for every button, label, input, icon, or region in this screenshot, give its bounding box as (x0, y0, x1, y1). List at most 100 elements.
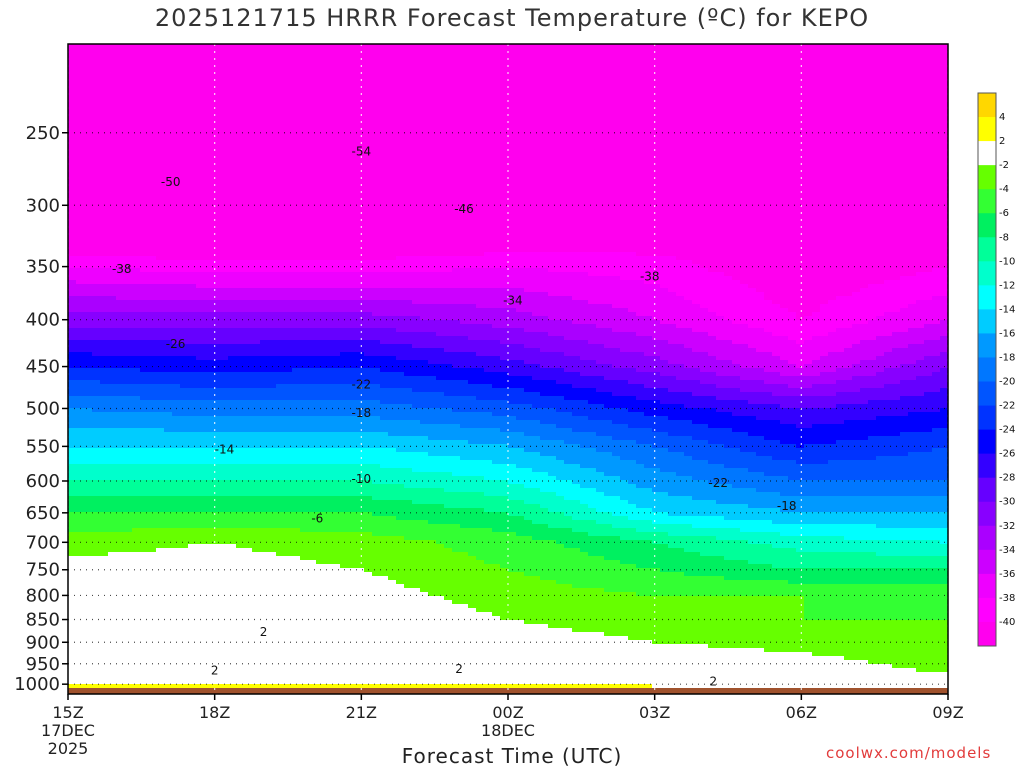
field-cell (292, 304, 301, 309)
field-cell (100, 460, 109, 465)
field-cell (116, 116, 125, 121)
field-cell (236, 504, 245, 509)
field-cell (180, 124, 189, 129)
field-cell (276, 496, 285, 501)
field-cell (100, 556, 109, 561)
field-cell (244, 672, 253, 677)
field-cell (284, 640, 293, 645)
field-cell (228, 484, 237, 489)
field-cell (196, 64, 205, 69)
field-cell (196, 100, 205, 105)
field-cell (252, 212, 261, 217)
field-cell (300, 472, 309, 477)
field-cell (308, 432, 317, 437)
field-cell (284, 152, 293, 157)
field-cell (100, 152, 109, 157)
field-cell (228, 228, 237, 233)
field-cell (132, 664, 141, 669)
field-cell (180, 272, 189, 277)
field-cell (180, 344, 189, 349)
field-cell (172, 212, 181, 217)
field-cell (84, 168, 93, 173)
field-cell (92, 504, 101, 509)
field-cell (140, 360, 149, 365)
field-cell (92, 608, 101, 613)
field-cell (276, 224, 285, 229)
field-cell (196, 472, 205, 477)
field-cell (116, 656, 125, 661)
field-cell (252, 344, 261, 349)
field-cell (164, 88, 173, 93)
field-cell (124, 580, 133, 585)
field-cell (220, 252, 229, 257)
field-cell (196, 132, 205, 137)
field-cell (172, 660, 181, 665)
field-cell (300, 64, 309, 69)
field-cell (212, 464, 221, 469)
field-cell (148, 332, 157, 337)
field-cell (140, 440, 149, 445)
field-cell (236, 688, 245, 693)
field-cell (76, 184, 85, 189)
field-cell (68, 76, 77, 81)
field-cell (284, 420, 293, 425)
field-cell (244, 260, 253, 265)
field-cell (300, 160, 309, 165)
field-cell (300, 288, 309, 293)
field-cell (300, 188, 309, 193)
field-cell (196, 360, 205, 365)
field-cell (236, 144, 245, 149)
field-cell (260, 532, 269, 537)
field-cell (124, 352, 133, 357)
field-cell (196, 80, 205, 85)
field-cell (284, 132, 293, 137)
field-cell (124, 228, 133, 233)
field-cell (100, 680, 109, 685)
field-cell (140, 636, 149, 641)
field-cell (124, 612, 133, 617)
field-cell (92, 288, 101, 293)
field-cell (188, 184, 197, 189)
field-cell (236, 112, 245, 117)
field-cell (68, 316, 77, 321)
field-cell (156, 320, 165, 325)
field-cell (196, 628, 205, 633)
field-cell (68, 208, 77, 213)
field-cell (116, 548, 125, 553)
field-cell (108, 508, 117, 513)
field-cell (156, 236, 165, 241)
field-cell (252, 340, 261, 345)
field-cell (148, 72, 157, 77)
field-cell (84, 452, 93, 457)
field-cell (212, 184, 221, 189)
field-cell (220, 368, 229, 373)
field-cell (220, 88, 229, 93)
field-cell (204, 164, 213, 169)
field-cell (76, 144, 85, 149)
field-cell (172, 284, 181, 289)
field-cell (244, 76, 253, 81)
field-cell (276, 632, 285, 637)
field-cell (164, 456, 173, 461)
field-cell (204, 684, 213, 689)
field-cell (228, 468, 237, 473)
field-cell (100, 184, 109, 189)
field-cell (76, 48, 85, 53)
field-cell (180, 68, 189, 73)
field-cell (204, 156, 213, 161)
field-cell (76, 580, 85, 585)
field-cell (156, 260, 165, 265)
field-cell (204, 660, 213, 665)
field-cell (196, 676, 205, 681)
field-cell (172, 76, 181, 81)
field-cell (76, 584, 85, 589)
field-cell (124, 628, 133, 633)
field-cell (308, 244, 317, 249)
field-cell (92, 156, 101, 161)
field-cell (196, 420, 205, 425)
field-cell (156, 132, 165, 137)
field-cell (252, 204, 261, 209)
field-cell (116, 180, 125, 185)
field-cell (148, 88, 157, 93)
field-cell (172, 392, 181, 397)
